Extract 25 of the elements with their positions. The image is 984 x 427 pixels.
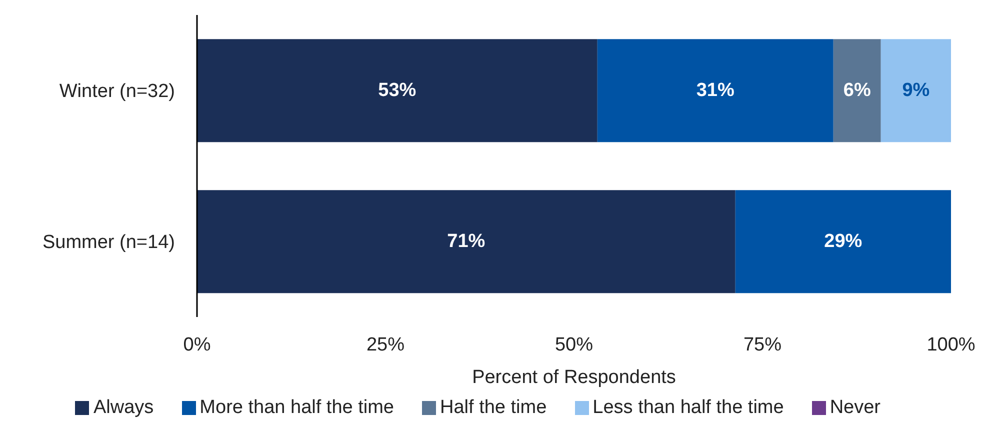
bar: [833, 39, 881, 142]
bar: [735, 190, 951, 294]
data-label: 31%: [696, 80, 734, 102]
legend-label: Never: [830, 397, 881, 418]
data-label: 29%: [824, 231, 862, 252]
x-axis-title: Percent of Respondents: [472, 367, 676, 388]
x-tick-label: 25%: [366, 334, 405, 356]
bar: [197, 190, 736, 294]
y-tick-label: Summer (n=14): [42, 232, 175, 254]
data-label: 9%: [902, 80, 930, 102]
bar: [197, 39, 598, 142]
bar: [597, 39, 834, 142]
legend-label: Less than half the time: [592, 397, 784, 418]
legend-label: Half the time: [440, 397, 547, 418]
data-label: 53%: [378, 80, 416, 102]
data-label: 71%: [447, 231, 486, 252]
x-tick-label: 75%: [743, 334, 782, 356]
data-label: 6%: [843, 80, 871, 102]
bar: [880, 39, 951, 142]
x-tick-label: 0%: [183, 334, 211, 356]
x-tick-label: 50%: [554, 334, 594, 356]
y-tick-label: Winter (n=32): [59, 81, 175, 102]
legend-label: More than half the time: [200, 397, 394, 418]
x-tick-label: 100%: [926, 334, 976, 356]
legend-label: Always: [93, 397, 154, 418]
